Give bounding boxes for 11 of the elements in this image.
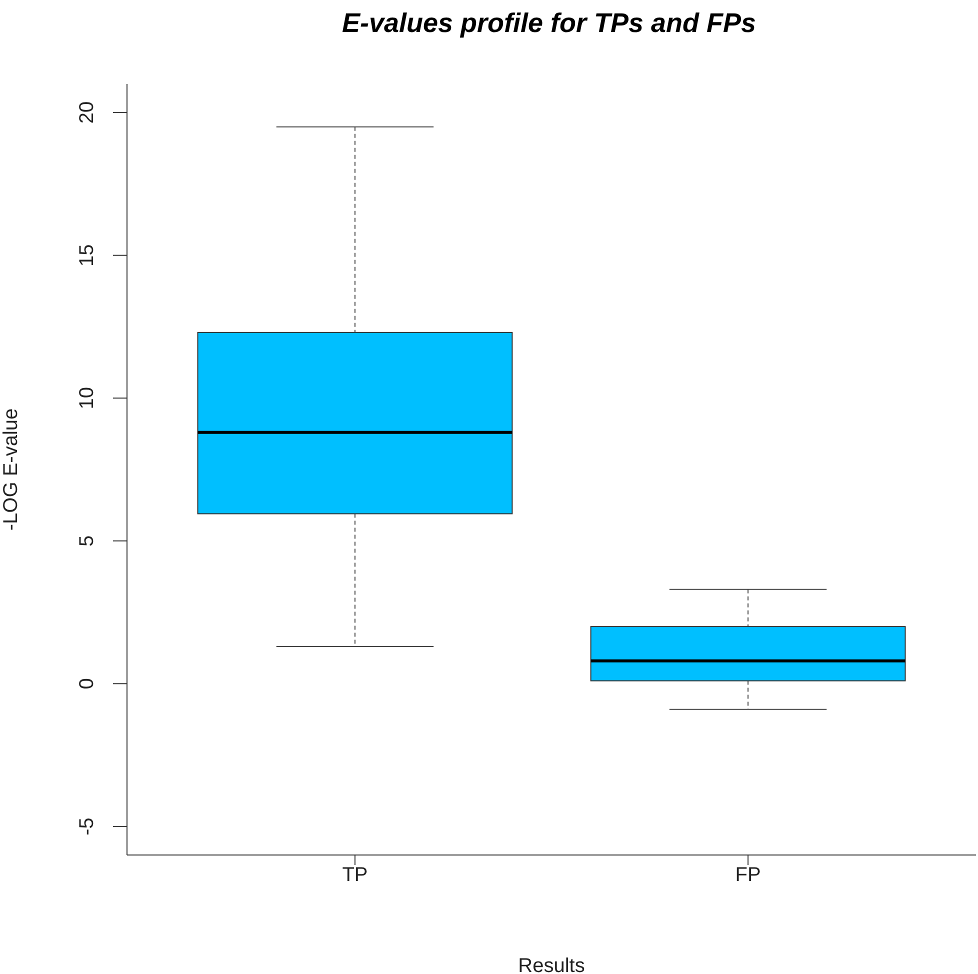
x-tick-label: FP <box>735 864 761 886</box>
x-tick-label: TP <box>342 864 368 886</box>
y-axis-title: -LOG E-value <box>0 408 22 531</box>
chart-title: E-values profile for TPs and FPs <box>340 8 758 39</box>
y-tick-label: 5 <box>76 535 98 546</box>
y-tick-label: -5 <box>76 818 98 836</box>
x-axis-title: Results <box>518 955 585 974</box>
y-tick-label: 0 <box>76 678 98 690</box>
y-tick-label: 20 <box>76 101 98 124</box>
y-tick-label: 10 <box>76 386 98 410</box>
y-tick-label: 15 <box>76 244 98 266</box>
